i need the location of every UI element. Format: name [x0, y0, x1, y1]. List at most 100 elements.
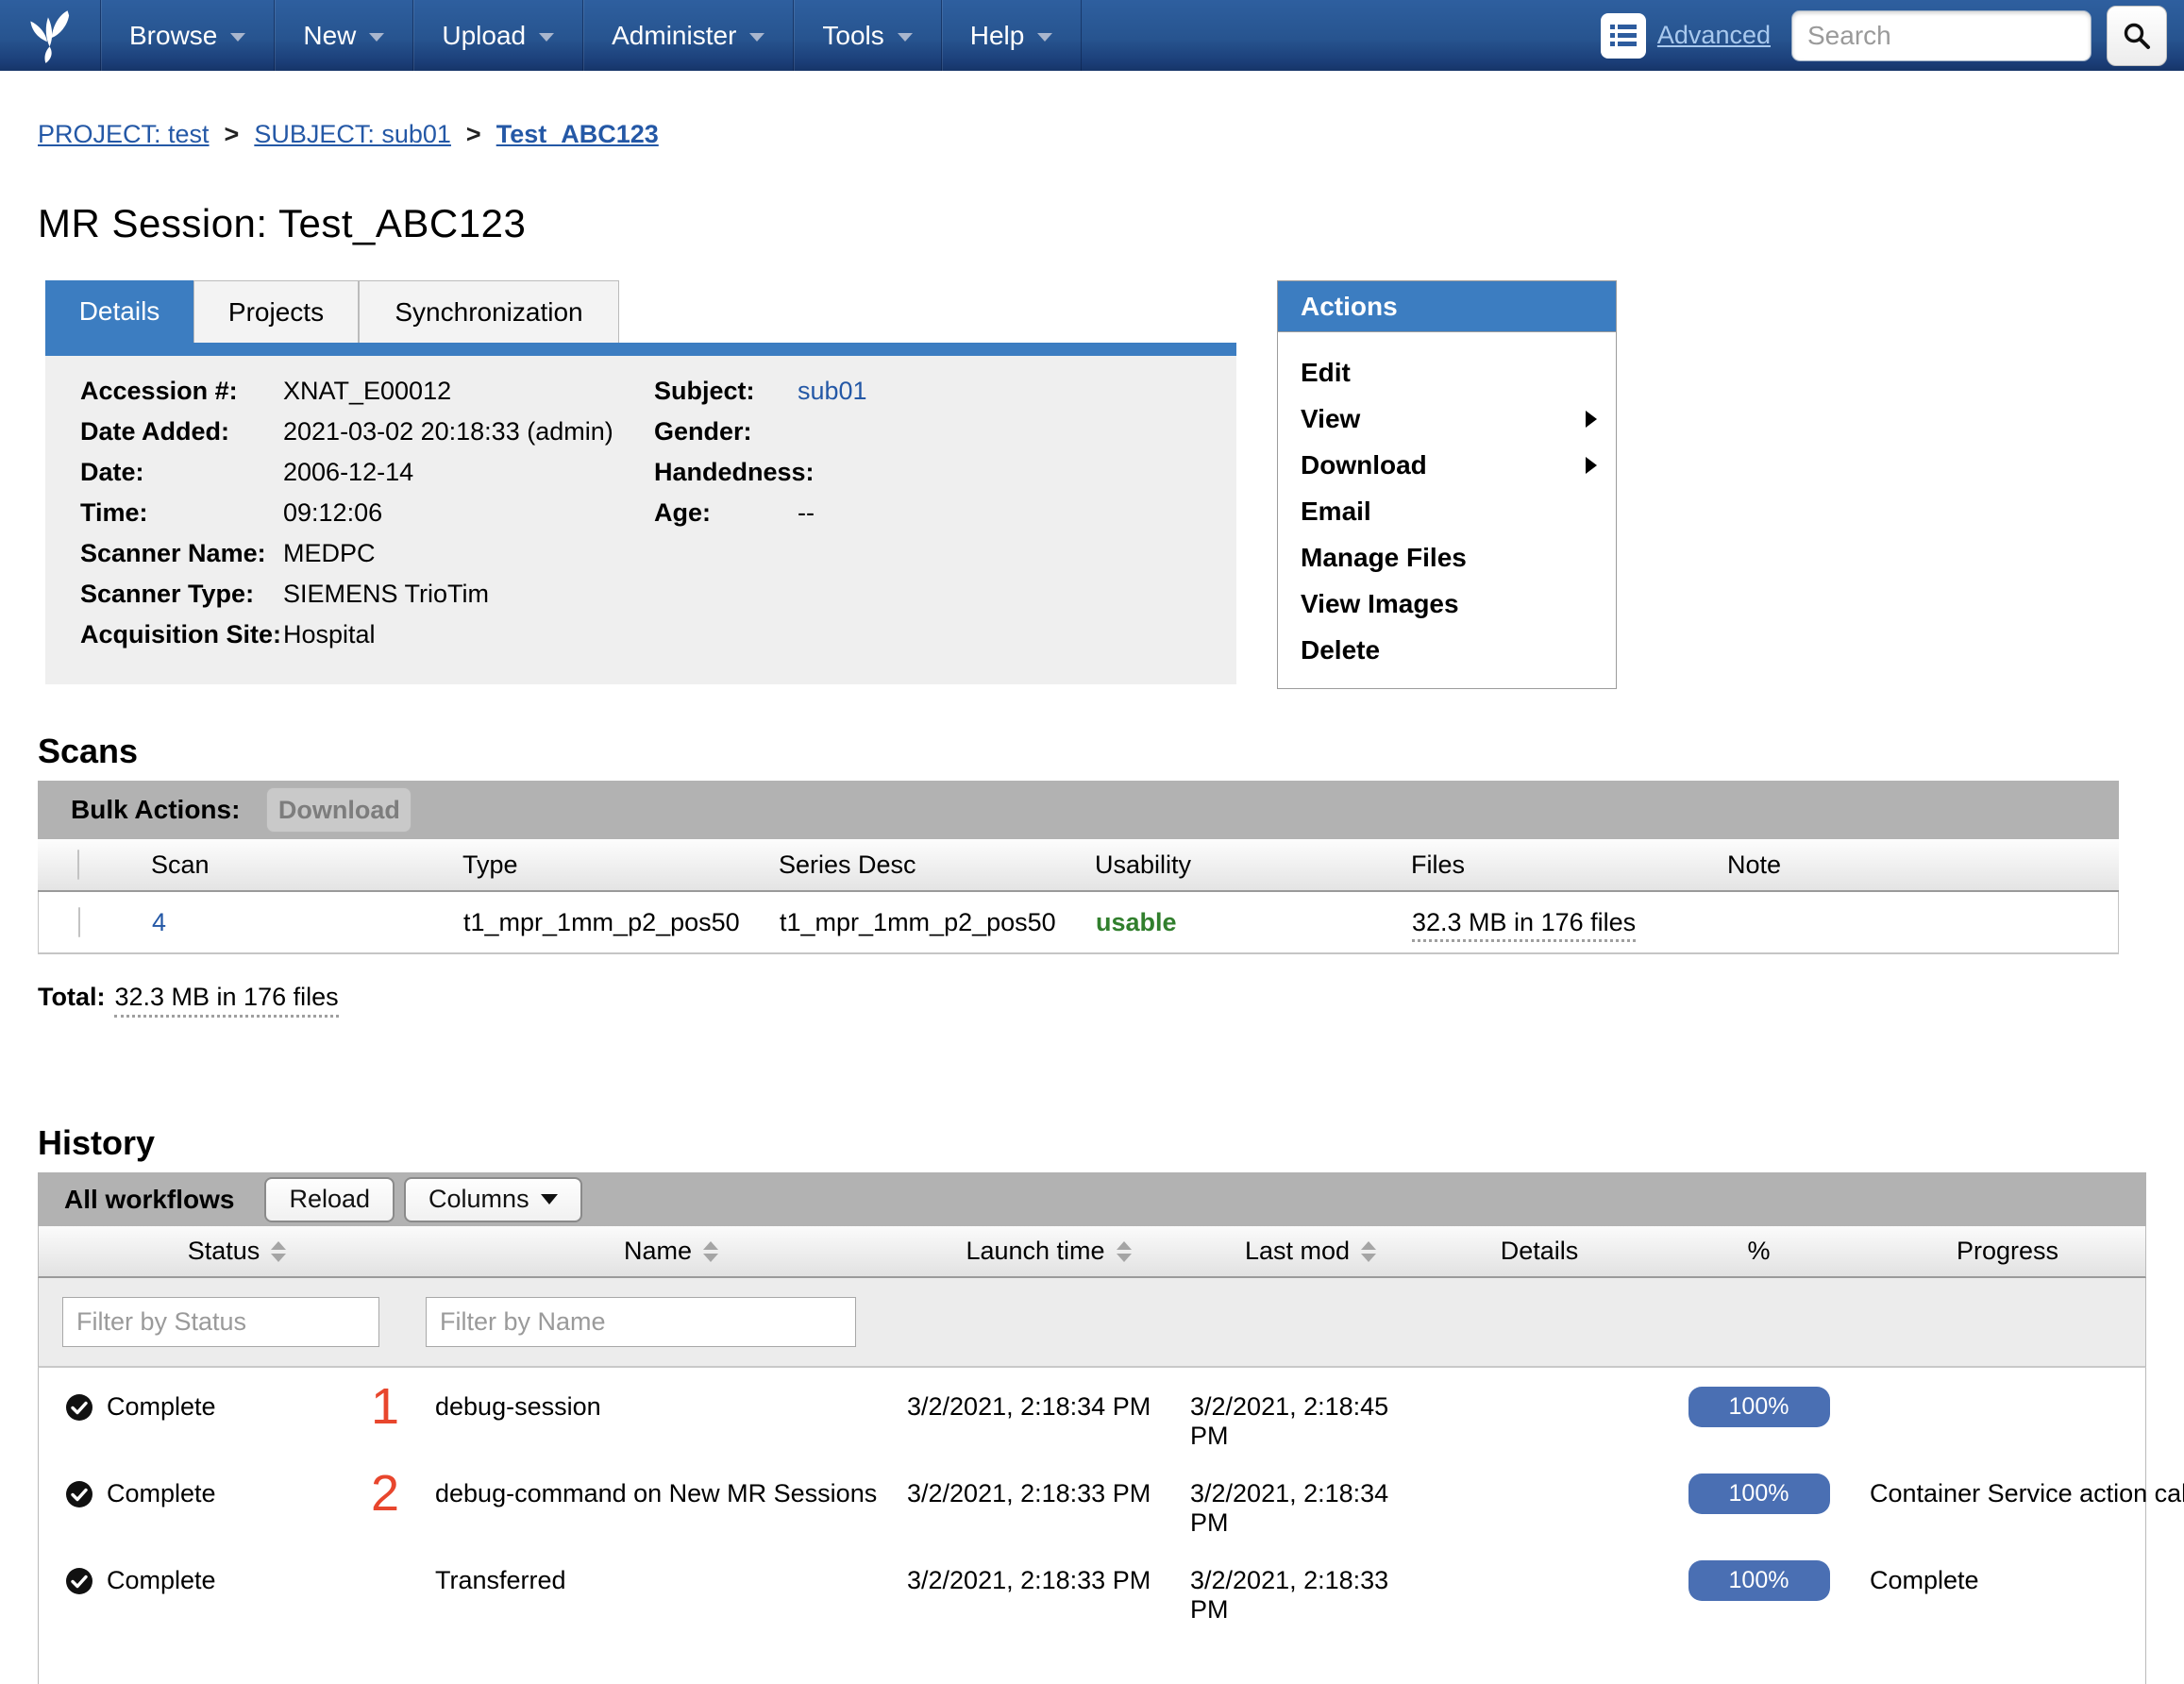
- columns-button[interactable]: Columns: [404, 1176, 582, 1222]
- status-text: Complete: [107, 1392, 216, 1421]
- col-last-mod-sort[interactable]: Last mod: [1190, 1237, 1431, 1266]
- action-manage-files[interactable]: Manage Files: [1301, 542, 1467, 572]
- tab-projects[interactable]: Projects: [193, 280, 359, 343]
- age-value: --: [798, 498, 815, 527]
- menu-browse[interactable]: Browse: [100, 0, 274, 71]
- field-label: Accession #:: [80, 377, 238, 405]
- magnifier-icon: [2124, 23, 2150, 49]
- complete-check-icon: [66, 1393, 92, 1421]
- subject-link[interactable]: sub01: [798, 377, 867, 405]
- page-title: MR Session: Test_ABC123: [38, 201, 527, 245]
- chevron-down-icon: [230, 33, 246, 42]
- launch-time: 3/2/2021, 2:18:33 PM: [907, 1566, 1151, 1594]
- col-name-sort[interactable]: Name: [435, 1237, 907, 1266]
- chevron-right-icon: [1586, 410, 1597, 428]
- details-cell: [1431, 1368, 1648, 1392]
- menu-new-label: New: [303, 20, 357, 50]
- reload-button[interactable]: Reload: [264, 1176, 395, 1222]
- advanced-search-link[interactable]: Advanced: [1656, 21, 1771, 49]
- progress-pill: 100%: [1688, 1387, 1830, 1427]
- menu-help-label: Help: [969, 20, 1025, 50]
- last-mod: 3/2/2021, 2:18:33 PM: [1190, 1566, 1389, 1624]
- select-all-checkbox[interactable]: [77, 849, 79, 880]
- xnat-logo[interactable]: [0, 0, 100, 71]
- session-summary-region: Details Projects Synchronization Accessi…: [38, 280, 2184, 689]
- action-edit[interactable]: Edit: [1301, 357, 1351, 387]
- col-percent: %: [1747, 1237, 1771, 1265]
- breadcrumb-project-link[interactable]: PROJECT: test: [38, 120, 210, 148]
- col-status-sort[interactable]: Status: [39, 1237, 435, 1266]
- history-filter-row: [38, 1278, 2146, 1368]
- menu-new[interactable]: New: [274, 0, 412, 71]
- col-usability: Usability: [1095, 850, 1192, 879]
- last-mod: 3/2/2021, 2:18:45 PM: [1190, 1392, 1389, 1450]
- menu-administer[interactable]: Administer: [582, 0, 793, 71]
- chevron-right-icon: [1586, 456, 1597, 474]
- status-cell: Complete: [39, 1455, 435, 1508]
- action-view[interactable]: View: [1278, 396, 1616, 442]
- breadcrumb: PROJECT: test > SUBJECT: sub01 > Test_AB…: [38, 120, 2184, 149]
- action-delete[interactable]: Delete: [1301, 634, 1381, 665]
- acquisition-site: Hospital: [283, 620, 376, 648]
- menu-administer-label: Administer: [612, 20, 737, 50]
- breadcrumb-subject-link[interactable]: SUBJECT: sub01: [254, 120, 451, 148]
- tab-details[interactable]: Details: [45, 280, 193, 343]
- search-button[interactable]: [2107, 5, 2167, 66]
- field-label: Age:: [654, 498, 711, 527]
- sort-icon: [703, 1240, 719, 1262]
- history-heading: History: [38, 1123, 156, 1162]
- nav-search-area: Advanced: [1600, 0, 2184, 71]
- col-scan: Scan: [151, 850, 210, 879]
- progress-pill: 100%: [1688, 1560, 1830, 1601]
- list-icon: [1609, 24, 1637, 46]
- details-cell: [1431, 1541, 1648, 1566]
- col-details: Details: [1500, 1237, 1579, 1265]
- scan-files-link[interactable]: 32.3 MB in 176 files: [1412, 907, 1637, 942]
- accession-number: XNAT_E00012: [283, 377, 452, 405]
- action-email[interactable]: Email: [1301, 496, 1371, 526]
- details-right-column: Subject: sub01 Gender: Handedness: Age: --: [654, 377, 867, 539]
- sort-icon: [1116, 1240, 1132, 1262]
- workflow-name: debug-command on New MR Sessions: [435, 1479, 878, 1507]
- status-text: Complete: [107, 1566, 216, 1594]
- sort-icon: [1361, 1240, 1377, 1262]
- menu-help[interactable]: Help: [940, 0, 1083, 71]
- col-launch-time-sort[interactable]: Launch time: [907, 1237, 1190, 1266]
- filter-status-input[interactable]: [62, 1297, 379, 1347]
- history-toolbar: All workflows Reload Columns: [38, 1172, 2146, 1226]
- all-workflows-label: All workflows: [64, 1184, 235, 1214]
- chevron-down-icon: [369, 33, 385, 42]
- status-cell: Complete: [39, 1541, 435, 1595]
- filter-name-input[interactable]: [426, 1297, 856, 1347]
- chevron-down-icon: [749, 33, 765, 42]
- search-input[interactable]: [1791, 9, 2092, 61]
- field-label: Date Added:: [80, 417, 230, 446]
- scan-id-link[interactable]: 4: [152, 907, 167, 936]
- menu-tools[interactable]: Tools: [793, 0, 940, 71]
- bulk-download-button[interactable]: Download: [266, 787, 412, 833]
- chevron-down-icon: [897, 33, 913, 42]
- actions-panel: Actions Edit View Download Email Manage …: [1277, 280, 1617, 689]
- scans-bulk-toolbar: Bulk Actions: Download: [38, 781, 2119, 839]
- scan-table-row: 4 t1_mpr_1mm_p2_pos50 t1_mpr_1mm_p2_pos5…: [38, 892, 2119, 954]
- action-view-images[interactable]: View Images: [1301, 588, 1459, 618]
- field-label: Acquisition Site:: [80, 620, 282, 648]
- field-label: Scanner Type:: [80, 580, 255, 608]
- breadcrumb-session-link[interactable]: Test_ABC123: [496, 120, 659, 148]
- tab-accent-bar: [45, 343, 1236, 356]
- advanced-search-icon[interactable]: [1600, 12, 1646, 59]
- history-table-header: Status Name Launch time Last mod Details…: [38, 1226, 2146, 1278]
- col-series-desc: Series Desc: [779, 850, 916, 879]
- complete-check-icon: [66, 1567, 92, 1594]
- tab-strip: Details Projects Synchronization: [45, 280, 1236, 343]
- scan-row-checkbox[interactable]: [78, 906, 80, 937]
- menu-upload[interactable]: Upload: [412, 0, 582, 71]
- scans-table-header: Scan Type Series Desc Usability Files No…: [38, 839, 2119, 892]
- launch-time: 3/2/2021, 2:18:33 PM: [907, 1479, 1151, 1507]
- action-download[interactable]: Download: [1278, 442, 1616, 488]
- total-files-link[interactable]: 32.3 MB in 176 files: [114, 983, 339, 1018]
- menu-tools-label: Tools: [822, 20, 884, 50]
- menu-browse-label: Browse: [129, 20, 218, 50]
- details-left-column: Accession #: XNAT_E00012 Date Added: 2021-…: [80, 377, 1236, 661]
- tab-synchronization[interactable]: Synchronization: [359, 280, 619, 343]
